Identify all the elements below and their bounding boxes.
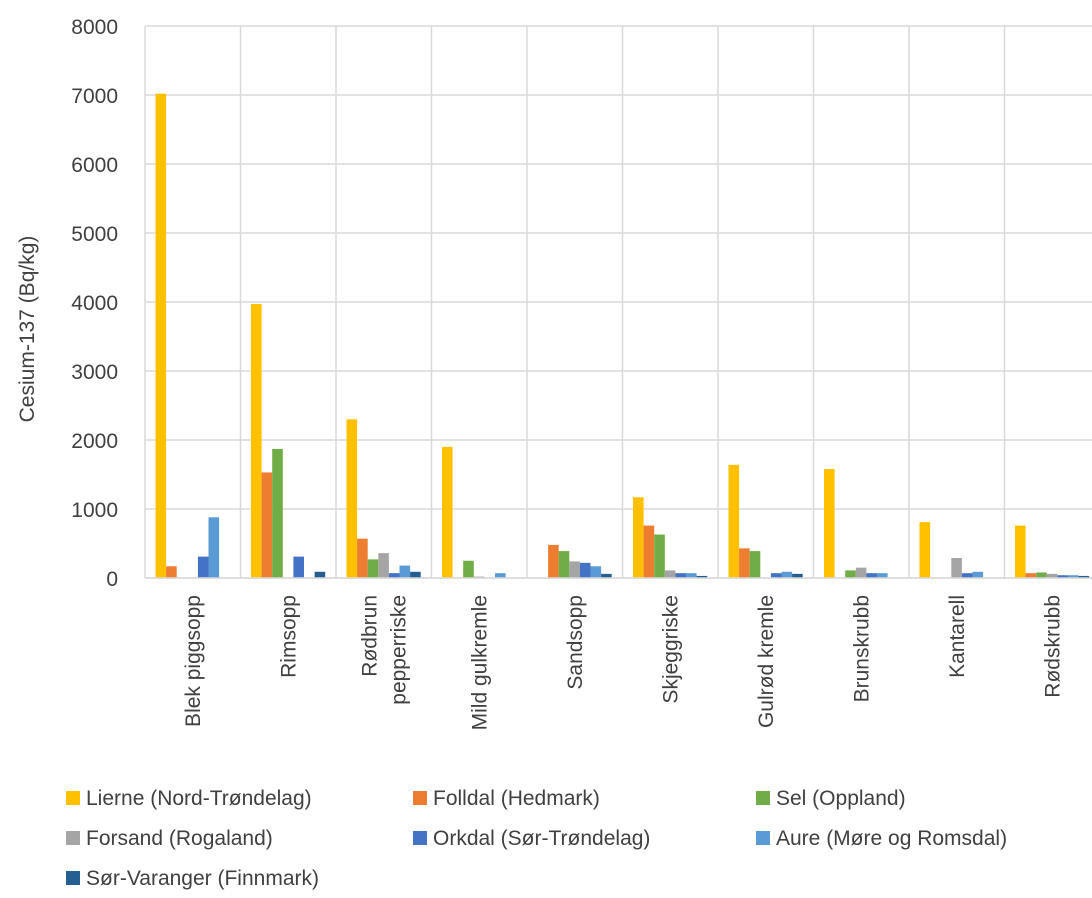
bar bbox=[728, 464, 740, 578]
bar bbox=[633, 497, 644, 578]
legend-label: Sel (Oppland) bbox=[776, 787, 906, 810]
gridlines bbox=[144, 25, 1092, 579]
bar bbox=[951, 557, 962, 578]
legend-swatch bbox=[66, 831, 80, 845]
y-tick-labels: 0 1000 2000 3000 4000 5000 6000 7000 8000 bbox=[71, 16, 118, 591]
legend-label: Folldal (Hedmark) bbox=[433, 787, 600, 810]
bar bbox=[590, 566, 602, 578]
bar bbox=[643, 525, 655, 578]
bar bbox=[1057, 575, 1068, 578]
bar bbox=[208, 517, 220, 578]
legend-label: Sør-Varanger (Finnmark) bbox=[86, 867, 319, 890]
bar bbox=[877, 573, 888, 578]
bar bbox=[601, 573, 612, 578]
x-category-labels: Blek piggsopp Rimsopp Rødbrun pepperriske Mi… bbox=[182, 595, 1065, 730]
legend-label: Orkdal (Sør-Trøndelag) bbox=[433, 827, 650, 850]
x-category-label: pepperriske bbox=[387, 595, 410, 705]
bar bbox=[855, 567, 867, 578]
y-tick-label: 6000 bbox=[71, 154, 118, 177]
bar bbox=[781, 571, 793, 578]
legend-swatch bbox=[756, 791, 770, 805]
bar bbox=[972, 571, 984, 578]
bar bbox=[866, 573, 877, 578]
bar bbox=[463, 560, 474, 578]
bar bbox=[919, 522, 931, 578]
legend-label: Aure (Møre og Romsdal) bbox=[776, 827, 1007, 850]
bar bbox=[558, 551, 570, 578]
bar bbox=[686, 573, 697, 578]
y-tick-label: 3000 bbox=[71, 361, 118, 384]
bar bbox=[314, 571, 326, 578]
bar bbox=[442, 446, 453, 578]
bar bbox=[495, 573, 506, 578]
bar bbox=[696, 575, 708, 578]
y-tick-label: 1000 bbox=[71, 499, 118, 522]
bar bbox=[388, 573, 400, 578]
bar bbox=[197, 556, 209, 578]
legend-label: Forsand (Rogaland) bbox=[86, 827, 273, 850]
bar bbox=[378, 553, 389, 578]
x-category-label: Brunskrubb bbox=[850, 595, 873, 702]
legend: Lierne (Nord-Trøndelag) Folldal (Hedmark)… bbox=[66, 787, 1007, 890]
x-category-label: Sandsopp bbox=[564, 595, 587, 690]
bar bbox=[346, 419, 358, 578]
x-category-label: Mild gulkremle bbox=[468, 595, 491, 730]
x-category-label: Rimsopp bbox=[277, 595, 300, 678]
bar bbox=[1025, 573, 1037, 578]
y-tick-label: 4000 bbox=[71, 292, 118, 315]
y-tick-label: 2000 bbox=[71, 430, 118, 453]
bar bbox=[251, 304, 262, 578]
legend-swatch bbox=[413, 791, 427, 805]
bar bbox=[410, 571, 421, 578]
bar bbox=[272, 448, 283, 578]
bar bbox=[1078, 575, 1090, 578]
bar bbox=[824, 468, 835, 578]
bar bbox=[654, 534, 665, 578]
y-tick-label: 0 bbox=[106, 568, 118, 591]
bar bbox=[261, 472, 273, 578]
legend-swatch bbox=[66, 871, 80, 885]
legend-swatch bbox=[756, 831, 770, 845]
bar bbox=[293, 556, 304, 578]
bar bbox=[579, 562, 591, 578]
bar bbox=[367, 559, 379, 578]
y-tick-label: 7000 bbox=[71, 85, 118, 108]
bar bbox=[845, 570, 856, 578]
bar bbox=[399, 565, 411, 578]
bar bbox=[548, 544, 559, 578]
legend-swatch bbox=[66, 791, 80, 805]
bar bbox=[357, 538, 368, 578]
x-category-label: Skjeggriske bbox=[659, 595, 682, 704]
legend-swatch bbox=[413, 831, 427, 845]
bar bbox=[1046, 573, 1058, 578]
bar bbox=[770, 573, 782, 578]
bars bbox=[155, 93, 1090, 579]
bar bbox=[569, 561, 580, 578]
bar bbox=[1068, 575, 1079, 578]
legend-label: Lierne (Nord-Trøndelag) bbox=[86, 787, 312, 810]
x-category-label: Rødskrubb bbox=[1041, 595, 1064, 698]
bar bbox=[1036, 572, 1047, 578]
bar bbox=[664, 570, 676, 578]
bar bbox=[166, 566, 177, 578]
x-category-label: Rødbrun bbox=[358, 595, 381, 677]
bar bbox=[739, 548, 750, 578]
bar bbox=[675, 573, 686, 578]
bar bbox=[155, 93, 167, 579]
y-tick-label: 8000 bbox=[71, 16, 118, 39]
bar bbox=[792, 573, 803, 578]
x-category-label: Blek piggsopp bbox=[182, 595, 205, 727]
x-category-label: Kantarell bbox=[946, 595, 969, 678]
x-category-label: Gulrød kremle bbox=[755, 595, 778, 728]
y-tick-label: 5000 bbox=[71, 223, 118, 246]
y-axis-title: Cesium-137 (Bq/kg) bbox=[16, 236, 39, 423]
bar bbox=[749, 551, 761, 578]
bar bbox=[961, 573, 973, 578]
bar bbox=[1015, 525, 1026, 578]
